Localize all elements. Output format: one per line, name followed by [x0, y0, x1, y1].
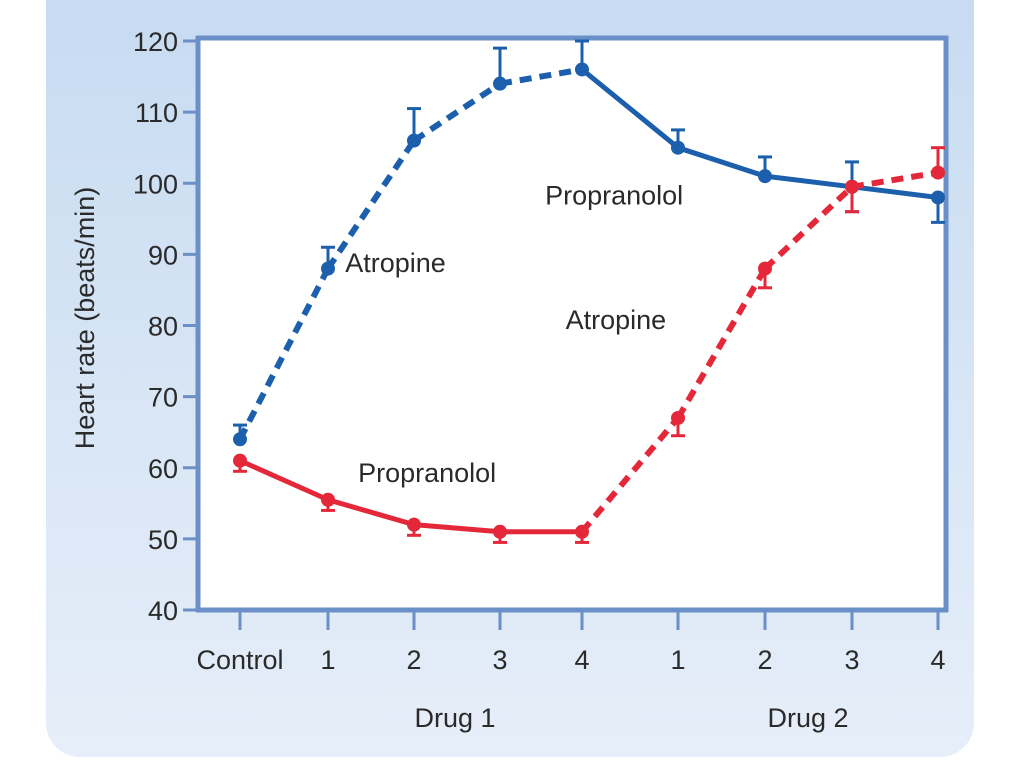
data-point	[671, 140, 685, 155]
data-point	[233, 453, 247, 468]
y-tick-label: 60	[148, 454, 178, 484]
x-tick-label: 4	[930, 645, 945, 675]
x-tick-label: 4	[574, 645, 589, 675]
series-segment	[851, 169, 939, 190]
annotation-label: Propranolol	[545, 181, 683, 211]
x-tick-label: 3	[492, 645, 507, 675]
series-segment	[412, 81, 502, 144]
x-tick-label: 2	[757, 645, 772, 675]
data-point	[931, 190, 945, 205]
y-tick-label: 70	[148, 383, 178, 413]
y-tick-label: 80	[148, 312, 178, 342]
data-point	[671, 410, 685, 425]
data-point	[758, 169, 772, 184]
series-segment	[499, 66, 583, 87]
y-tick-label: 40	[148, 596, 178, 626]
data-point	[321, 261, 335, 276]
data-point	[321, 492, 335, 507]
y-tick-label: 120	[133, 27, 178, 57]
annotation-label: Atropine	[345, 248, 446, 278]
annotation-label: Propranolol	[358, 458, 496, 488]
x-tick-label: Control	[196, 645, 283, 675]
series-segment	[237, 267, 331, 441]
series-segment	[579, 66, 681, 151]
series-segment	[762, 173, 855, 190]
series-segment	[675, 267, 768, 420]
y-tick-label: 50	[148, 525, 178, 555]
data-point	[931, 165, 945, 180]
y-tick-label: 100	[133, 169, 178, 199]
annotation-label: Atropine	[566, 305, 667, 335]
series-segment	[849, 184, 941, 200]
data-point	[493, 524, 507, 539]
series-segment	[325, 497, 417, 528]
data-point	[407, 133, 421, 148]
x-tick-label: 2	[406, 645, 421, 675]
series-segment	[579, 416, 681, 534]
x-tick-label: 3	[844, 645, 859, 675]
series-segment	[411, 522, 503, 535]
series-segment	[325, 138, 417, 271]
y-tick-label: 90	[148, 240, 178, 270]
plot-area	[198, 38, 946, 610]
y-axis-label: Heart rate (beats/min)	[70, 187, 100, 450]
data-point	[575, 524, 589, 539]
x-tick-label: 1	[670, 645, 685, 675]
data-point	[233, 432, 247, 447]
data-point	[493, 76, 507, 91]
x-group-label: Drug 1	[414, 703, 495, 733]
y-tick-label: 110	[135, 98, 178, 128]
series-segment	[675, 145, 768, 179]
data-point	[845, 179, 859, 194]
series-segment	[237, 458, 331, 503]
x-tick-label: 1	[320, 645, 335, 675]
data-point	[575, 62, 589, 77]
data-point	[758, 261, 772, 276]
data-point	[407, 517, 421, 532]
x-group-label: Drug 2	[767, 703, 848, 733]
